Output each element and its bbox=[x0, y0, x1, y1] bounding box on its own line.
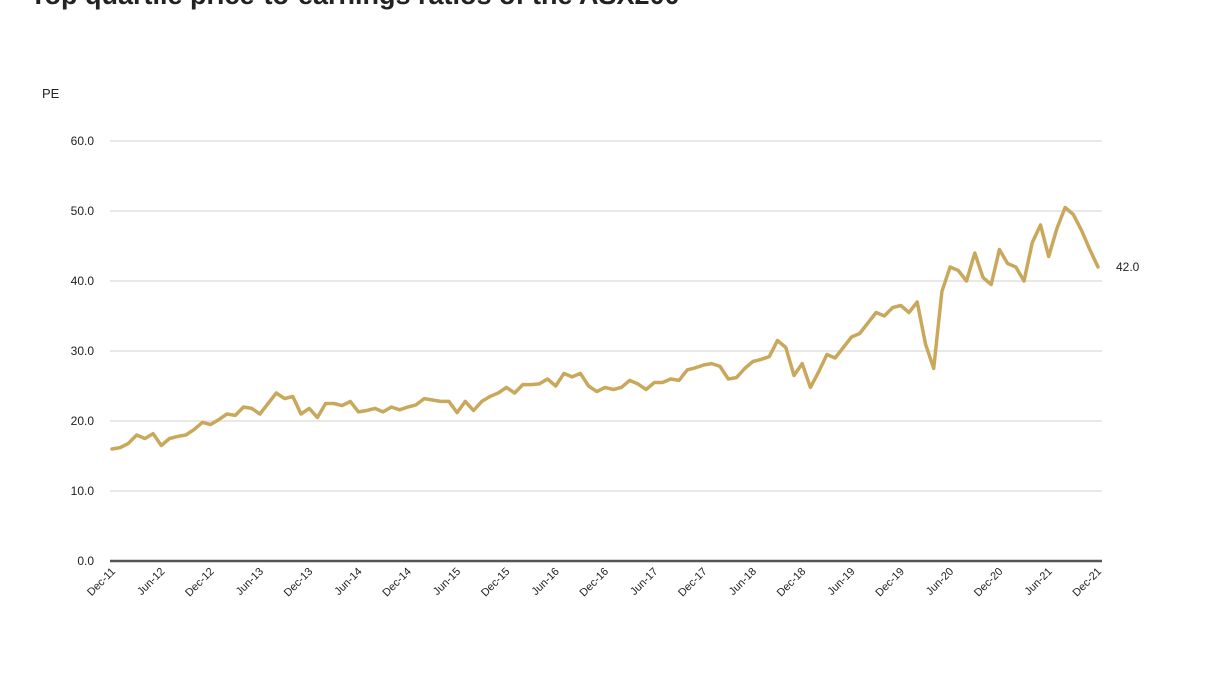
x-tick-label: Dec-20 bbox=[972, 566, 1006, 600]
x-tick-label: Dec-14 bbox=[380, 566, 414, 600]
x-tick-label: Jun-12 bbox=[135, 566, 167, 598]
x-tick-label: Jun-18 bbox=[727, 566, 759, 598]
x-tick-label: Jun-17 bbox=[628, 566, 660, 598]
x-tick-label: Dec-17 bbox=[676, 566, 710, 600]
y-tick-label: 30.0 bbox=[71, 344, 95, 358]
x-tick-label: Dec-16 bbox=[578, 566, 612, 600]
y-tick-label: 40.0 bbox=[71, 274, 95, 288]
x-tick-label: Dec-12 bbox=[183, 566, 217, 600]
x-tick-label: Jun-20 bbox=[924, 566, 956, 598]
x-tick-label: Dec-19 bbox=[873, 566, 907, 600]
x-tick-label: Jun-19 bbox=[825, 566, 857, 598]
y-tick-label: 50.0 bbox=[71, 204, 95, 218]
y-tick-label: 60.0 bbox=[71, 134, 95, 148]
end-label: 42.0 bbox=[1116, 260, 1140, 274]
y-tick-label: 20.0 bbox=[71, 414, 95, 428]
x-tick-label: Jun-16 bbox=[530, 566, 562, 598]
x-tick-label: Dec-21 bbox=[1071, 566, 1105, 600]
x-tick-label: Dec-18 bbox=[775, 566, 809, 600]
y-tick-label: 0.0 bbox=[77, 554, 94, 568]
y-axis-label: PE bbox=[42, 86, 60, 101]
x-tick-label: Dec-15 bbox=[479, 566, 513, 600]
x-tick-label: Jun-14 bbox=[332, 566, 364, 598]
x-tick-label: Jun-15 bbox=[431, 566, 463, 598]
x-tick-label: Jun-21 bbox=[1023, 566, 1055, 598]
chart-title: Top quartile price-to-earnings ratios of… bbox=[30, 0, 680, 10]
x-tick-label: Dec-11 bbox=[85, 566, 118, 599]
y-tick-label: 10.0 bbox=[71, 484, 95, 498]
x-tick-label: Jun-13 bbox=[234, 566, 266, 598]
line bbox=[110, 205, 1100, 451]
x-tick-label: Dec-13 bbox=[282, 566, 316, 600]
